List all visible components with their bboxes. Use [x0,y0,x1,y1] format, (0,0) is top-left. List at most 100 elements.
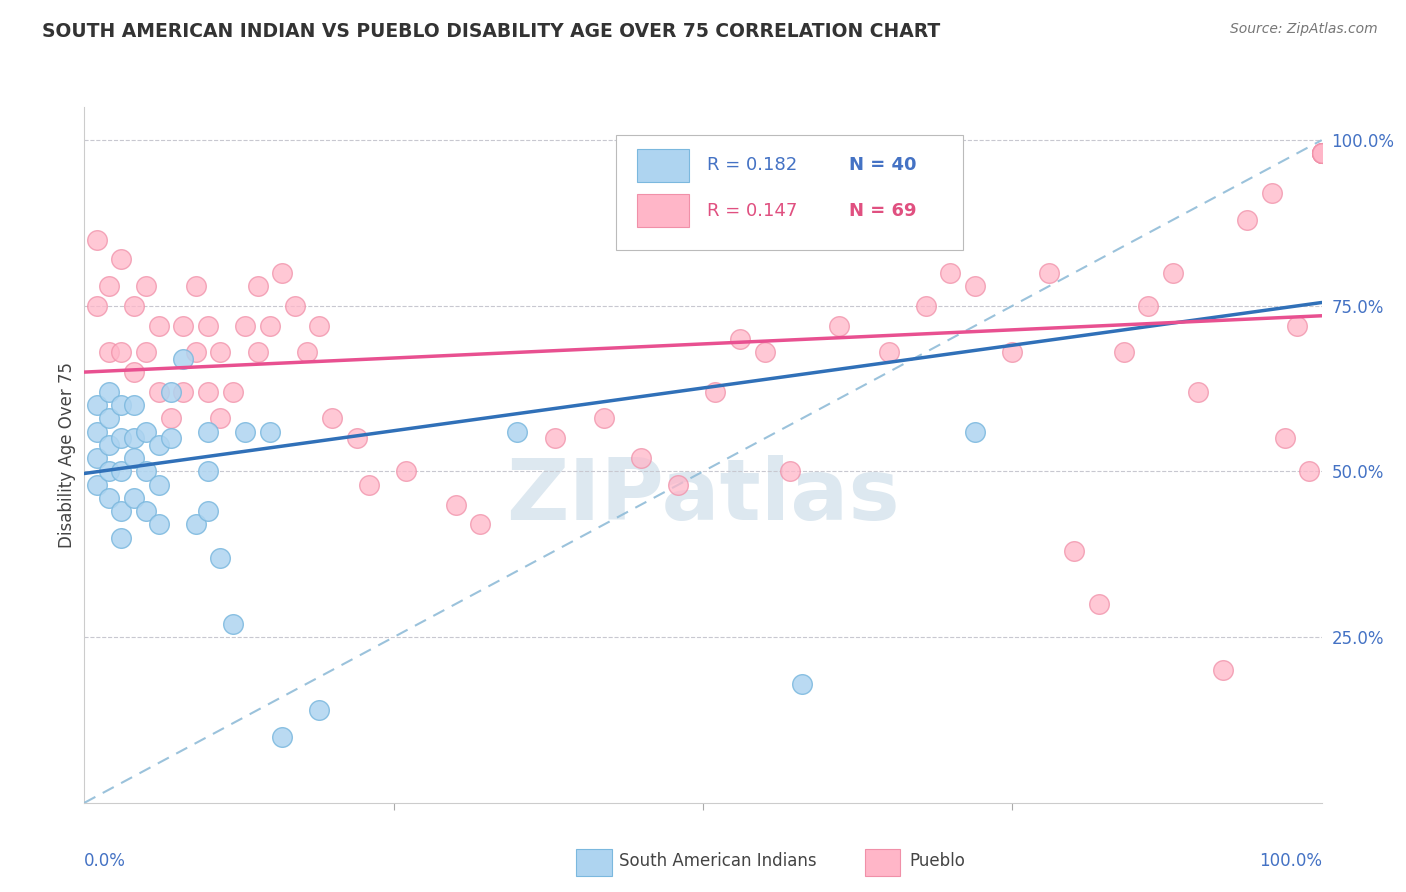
Y-axis label: Disability Age Over 75: Disability Age Over 75 [58,362,76,548]
Point [86,299,108,313]
Point [1310,146,1333,161]
Point [86,425,108,439]
Point [209,550,232,565]
Point [110,252,132,267]
Point [828,318,851,333]
Point [172,318,194,333]
Point [86,477,108,491]
Point [877,345,900,359]
Point [233,425,256,439]
Point [395,465,418,479]
Text: Source: ZipAtlas.com: Source: ZipAtlas.com [1230,22,1378,37]
Point [98,465,121,479]
Point [222,616,245,631]
Text: ZIPatlas: ZIPatlas [506,455,900,538]
Point [122,451,145,466]
Point [470,517,492,532]
Point [754,345,776,359]
Text: SOUTH AMERICAN INDIAN VS PUEBLO DISABILITY AGE OVER 75 CORRELATION CHART: SOUTH AMERICAN INDIAN VS PUEBLO DISABILI… [42,22,941,41]
Point [148,477,170,491]
Point [122,365,145,379]
Point [1001,345,1024,359]
Point [184,517,207,532]
Text: 100.0%: 100.0% [1258,852,1322,870]
Point [184,279,207,293]
Point [346,431,368,445]
Text: South American Indians: South American Indians [619,852,817,870]
Point [148,318,170,333]
Point [1212,663,1234,677]
Point [110,504,132,518]
Point [122,431,145,445]
Point [914,299,936,313]
Point [308,703,330,717]
Point [98,411,121,425]
Point [110,531,132,545]
Point [160,384,183,399]
Point [122,398,145,412]
Point [110,345,132,359]
Point [197,425,219,439]
Point [444,498,467,512]
Point [1187,384,1209,399]
Point [1088,597,1111,611]
Text: N = 69: N = 69 [849,202,917,219]
Point [160,411,183,425]
Point [86,451,108,466]
Point [160,431,183,445]
Point [295,345,318,359]
Point [506,425,529,439]
Point [98,279,121,293]
Point [1310,146,1333,161]
Point [1310,146,1333,161]
Text: 0.0%: 0.0% [84,852,127,870]
Point [1236,212,1258,227]
Point [259,425,281,439]
Point [172,351,194,366]
Point [148,384,170,399]
Point [135,465,157,479]
Point [135,345,157,359]
Point [1310,146,1333,161]
Point [321,411,343,425]
Point [1274,431,1296,445]
Point [98,345,121,359]
Point [704,384,727,399]
Point [197,504,219,518]
Point [135,425,157,439]
Point [939,266,962,280]
Text: N = 40: N = 40 [849,156,917,175]
Point [197,465,219,479]
Point [790,676,813,690]
Point [666,477,689,491]
Point [1063,544,1085,558]
Point [1261,186,1284,201]
Point [110,431,132,445]
Point [184,345,207,359]
Point [172,384,194,399]
Point [1285,318,1308,333]
Point [543,431,565,445]
FancyBboxPatch shape [616,135,963,250]
Point [728,332,751,346]
Point [357,477,380,491]
Point [209,411,232,425]
FancyBboxPatch shape [637,194,689,227]
Text: R = 0.147: R = 0.147 [707,202,797,219]
Point [1038,266,1060,280]
Point [308,318,330,333]
Text: Pueblo: Pueblo [910,852,966,870]
Point [122,491,145,505]
Point [246,345,269,359]
Text: R = 0.182: R = 0.182 [707,156,797,175]
Point [1161,266,1184,280]
Point [271,266,294,280]
Point [122,299,145,313]
Point [1137,299,1160,313]
Point [148,517,170,532]
Point [197,384,219,399]
Point [135,279,157,293]
Point [222,384,245,399]
Point [98,438,121,452]
Point [110,398,132,412]
